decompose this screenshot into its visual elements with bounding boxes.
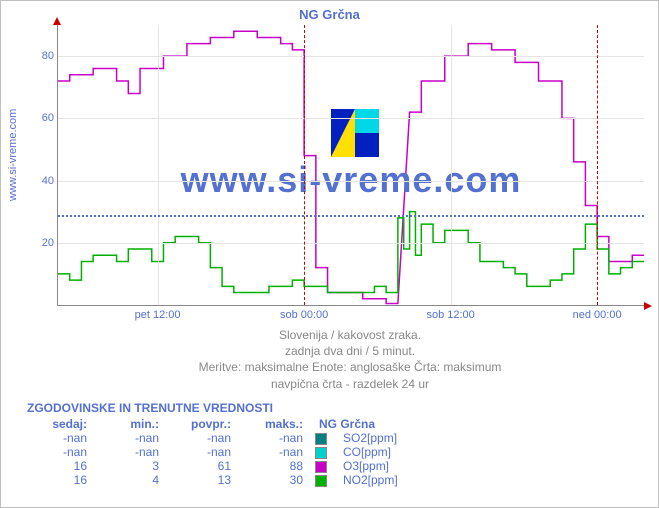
xtick-label: sob 12:00 — [426, 309, 474, 321]
table-row: -nan-nan-nan-nanSO2[ppm] — [21, 431, 404, 445]
table-row: 1636188 O3[ppm] — [21, 459, 404, 473]
series-name: CO[ppm] — [333, 445, 404, 459]
series-name: O3[ppm] — [333, 459, 404, 473]
subtitle-block: Slovenija / kakovost zraka. zadnja dva d… — [57, 327, 643, 392]
stats-col-header: min.: — [93, 417, 165, 431]
gridline-v — [451, 25, 452, 305]
side-url: www.si-vreme.com — [7, 109, 19, 201]
sub-line: Meritve: maksimalne Enote: anglosaške Čr… — [57, 359, 643, 375]
color-swatch-icon — [315, 461, 327, 473]
series-NO2_ppm — [58, 212, 644, 293]
stats-col-header: povpr.: — [165, 417, 237, 431]
cell: -nan — [21, 431, 93, 445]
color-swatch-icon — [315, 475, 327, 487]
ref-line — [58, 215, 644, 217]
swatch-cell — [309, 459, 333, 473]
sub-line: Slovenija / kakovost zraka. — [57, 327, 643, 343]
cell: 3 — [93, 459, 165, 473]
table-row: -nan-nan-nan-nanCO[ppm] — [21, 445, 404, 459]
cell: 4 — [93, 473, 165, 487]
color-swatch-icon — [315, 433, 327, 445]
cell: 30 — [237, 473, 309, 487]
sub-line: navpična črta - razdelek 24 ur — [57, 376, 643, 392]
cell: -nan — [237, 431, 309, 445]
stats-table: sedaj:min.:povpr.:maks.:NG Grčna -nan-na… — [21, 417, 404, 487]
gridline-h — [58, 181, 644, 182]
cell: 88 — [237, 459, 309, 473]
ytick-label: 40 — [30, 175, 54, 187]
cell: 13 — [165, 473, 237, 487]
gridline-v — [597, 25, 598, 305]
gridline-h — [58, 56, 644, 57]
cell: 16 — [21, 459, 93, 473]
table-row: 1641330 NO2[ppm] — [21, 473, 404, 487]
x-arrow-icon — [644, 302, 652, 310]
cell: -nan — [165, 445, 237, 459]
cell: -nan — [93, 431, 165, 445]
swatch-cell — [309, 473, 333, 487]
sub-line: zadnja dva dni / 5 minut. — [57, 343, 643, 359]
cell: 61 — [165, 459, 237, 473]
cell: -nan — [165, 431, 237, 445]
gridline-v — [304, 25, 305, 305]
series-name: NO2[ppm] — [333, 473, 404, 487]
series-name: SO2[ppm] — [333, 431, 404, 445]
xtick-label: ned 00:00 — [573, 309, 622, 321]
color-swatch-icon — [315, 447, 327, 459]
cell: -nan — [93, 445, 165, 459]
swatch-cell — [309, 431, 333, 445]
stats-col-header: maks.: — [237, 417, 309, 431]
ytick-label: 20 — [30, 237, 54, 249]
plot-area: www.si-vreme.com 20406080pet 12:00sob 00… — [57, 25, 644, 306]
cell: -nan — [237, 445, 309, 459]
stats-col-header: NG Grčna — [309, 417, 404, 431]
ytick-label: 60 — [30, 112, 54, 124]
gridline-h — [58, 243, 644, 244]
xtick-label: sob 00:00 — [280, 309, 328, 321]
logo-icon — [331, 109, 379, 157]
chart-title: NG Grčna — [1, 7, 658, 22]
y-arrow-icon — [53, 17, 61, 25]
stats-col-header: sedaj: — [21, 417, 93, 431]
stats-heading: ZGODOVINSKE IN TRENUTNE VREDNOSTI — [27, 401, 273, 415]
cell: 16 — [21, 473, 93, 487]
ytick-label: 80 — [30, 50, 54, 62]
xtick-label: pet 12:00 — [135, 309, 181, 321]
gridline-h — [58, 118, 644, 119]
gridline-v — [158, 25, 159, 305]
cell: -nan — [21, 445, 93, 459]
swatch-cell — [309, 445, 333, 459]
